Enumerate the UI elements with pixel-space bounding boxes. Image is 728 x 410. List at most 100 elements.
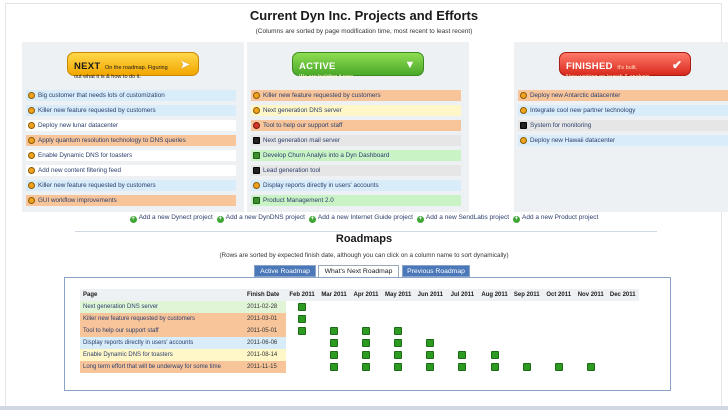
month-cell — [510, 325, 543, 337]
next-item-label: Apply quantum resolution technology to D… — [38, 137, 186, 144]
add-project-link[interactable]: + Add a new Internet Guide project — [308, 214, 413, 223]
month-cell — [414, 301, 447, 313]
add-project-link[interactable]: + Add a new DynDNS project — [216, 214, 305, 223]
active-item[interactable]: Lead generation tool — [251, 165, 461, 176]
row-page-link[interactable]: Killer new feature requested by customer… — [80, 313, 244, 325]
month-cell — [574, 325, 607, 337]
row-finish-date: 2011-11-15 — [244, 361, 286, 373]
month-cell — [318, 349, 350, 361]
next-item[interactable]: Enable Dynamic DNS for toasters — [26, 150, 236, 161]
active-month-marker — [458, 351, 467, 359]
month-cell — [414, 361, 447, 373]
finished-item[interactable]: System for monitoring — [518, 120, 728, 131]
month-cell — [350, 301, 382, 313]
add-project-link[interactable]: + Add a new Dynect project — [129, 214, 213, 223]
row-page-link[interactable]: Enable Dynamic DNS for toasters — [80, 349, 244, 361]
month-cell — [414, 313, 447, 325]
month-cell — [414, 349, 447, 361]
page-title: Current Dyn Inc. Projects and Efforts — [249, 8, 479, 23]
next-item[interactable]: Deploy new lunar datacenter — [26, 120, 236, 131]
month-cell — [350, 361, 382, 373]
monitor-icon — [253, 167, 260, 174]
roadmap-table-header: Page Finish Date Feb 2011 Mar 2011 Apr 2011 M… — [80, 289, 639, 301]
column-header[interactable]: Oct 2011 — [542, 289, 575, 301]
month-cell — [478, 337, 511, 349]
column-header[interactable]: Aug 2011 — [478, 289, 511, 301]
column-header[interactable]: Apr 2011 — [350, 289, 382, 301]
tab-whats-next-roadmap[interactable]: What's Next Roadmap — [318, 265, 399, 277]
next-item[interactable]: Killer new feature requested by customer… — [26, 180, 236, 191]
month-cell — [286, 325, 318, 337]
month-cell — [350, 349, 382, 361]
active-month-marker — [522, 363, 531, 371]
column-header[interactable]: Sep 2011 — [510, 289, 543, 301]
column-header[interactable]: Jul 2011 — [446, 289, 479, 301]
column-header[interactable]: Mar 2011 — [318, 289, 350, 301]
row-page-link[interactable]: Tool to help our support staff — [80, 325, 244, 337]
finished-item[interactable]: Integrate cool new partner technology — [518, 105, 728, 116]
page-subtitle: (Columns are sorted by page modification… — [255, 28, 473, 35]
column-header[interactable]: Dec 2011 — [606, 289, 639, 301]
active-item[interactable]: Display reports directly in users' accou… — [251, 180, 461, 191]
next-item[interactable]: Killer new feature requested by customer… — [26, 105, 236, 116]
column-header[interactable]: Finish Date — [244, 289, 286, 301]
tab-previous-roadmap[interactable]: Previous Roadmap — [402, 265, 470, 277]
row-finish-date: 2011-08-14 — [244, 349, 286, 361]
active-month-marker — [490, 351, 499, 359]
monitor-icon — [253, 137, 260, 144]
next-item[interactable]: Apply quantum resolution technology to D… — [26, 135, 236, 146]
active-item[interactable]: Next generation mail server — [251, 135, 461, 146]
month-cell — [510, 337, 543, 349]
month-cell — [446, 313, 479, 325]
active-item-label: Display reports directly in users' accou… — [263, 182, 379, 189]
row-page-link[interactable]: Display reports directly in users' accou… — [80, 337, 244, 349]
month-cell — [446, 301, 479, 313]
active-month-marker — [394, 363, 403, 371]
page-icon — [520, 92, 527, 99]
finished-item[interactable]: Deploy new Antarctic datacenter — [518, 90, 728, 101]
active-item[interactable]: Killer new feature requested by customer… — [251, 90, 461, 101]
active-item[interactable]: Product Management 2.0 — [251, 195, 461, 206]
finished-item[interactable]: Deploy new Hawaii datacenter — [518, 135, 728, 146]
monitor-icon — [520, 122, 527, 129]
month-cell — [414, 337, 447, 349]
next-item[interactable]: GUI workflow improvements — [26, 195, 236, 206]
add-project-link[interactable]: + Add a new Product project — [513, 214, 599, 223]
add-project-link[interactable]: + Add a new SendLabs project — [416, 214, 510, 223]
next-column: NEXT On the roadmap. Figuring out what i… — [22, 42, 244, 212]
row-page-link[interactable]: Long term effort that will be underway f… — [80, 361, 244, 373]
month-cell — [286, 361, 318, 373]
column-header[interactable]: Page — [80, 289, 244, 301]
month-cell — [574, 313, 607, 325]
table-row: Next generation DNS server 2011-02-28 — [80, 301, 639, 313]
active-month-marker — [330, 351, 338, 359]
month-cell — [414, 325, 447, 337]
column-header[interactable]: Nov 2011 — [574, 289, 607, 301]
next-item[interactable]: Add new content filtering feed — [26, 165, 236, 176]
finished-banner-desc-2: Now working on launch & analysis. — [566, 74, 651, 80]
column-header[interactable]: Jun 2011 — [414, 289, 447, 301]
active-item[interactable]: Next generation DNS server — [251, 105, 461, 116]
month-cell — [574, 301, 607, 313]
active-item[interactable]: Tool to help our support staff — [251, 120, 461, 131]
row-finish-date: 2011-03-01 — [244, 313, 286, 325]
column-header[interactable]: Feb 2011 — [286, 289, 318, 301]
active-month-marker — [394, 351, 403, 359]
next-item[interactable]: Big customer that needs lots of customiz… — [26, 90, 236, 101]
month-cell — [510, 301, 543, 313]
next-item-label: Deploy new lunar datacenter — [38, 122, 119, 129]
active-item[interactable]: Develop Churn Analyis into a Dyn Dashboa… — [251, 150, 461, 161]
active-month-marker — [394, 339, 403, 347]
month-cell — [318, 301, 350, 313]
checkmark-icon: ✔ — [671, 58, 683, 72]
column-header[interactable]: May 2011 — [382, 289, 415, 301]
add-project-label: Add a new SendLabs project — [425, 214, 510, 221]
add-project-label: Add a new Product project — [522, 214, 599, 221]
finished-banner-title: FINISHED — [566, 61, 613, 72]
row-page-link[interactable]: Next generation DNS server — [80, 301, 244, 313]
table-row: Killer new feature requested by customer… — [80, 313, 639, 325]
table-row: Enable Dynamic DNS for toasters 2011-08-1… — [80, 349, 639, 361]
next-item-label: Killer new feature requested by customer… — [38, 182, 156, 189]
tab-active-roadmap[interactable]: Active Roadmap — [254, 265, 316, 277]
month-cell — [542, 301, 575, 313]
